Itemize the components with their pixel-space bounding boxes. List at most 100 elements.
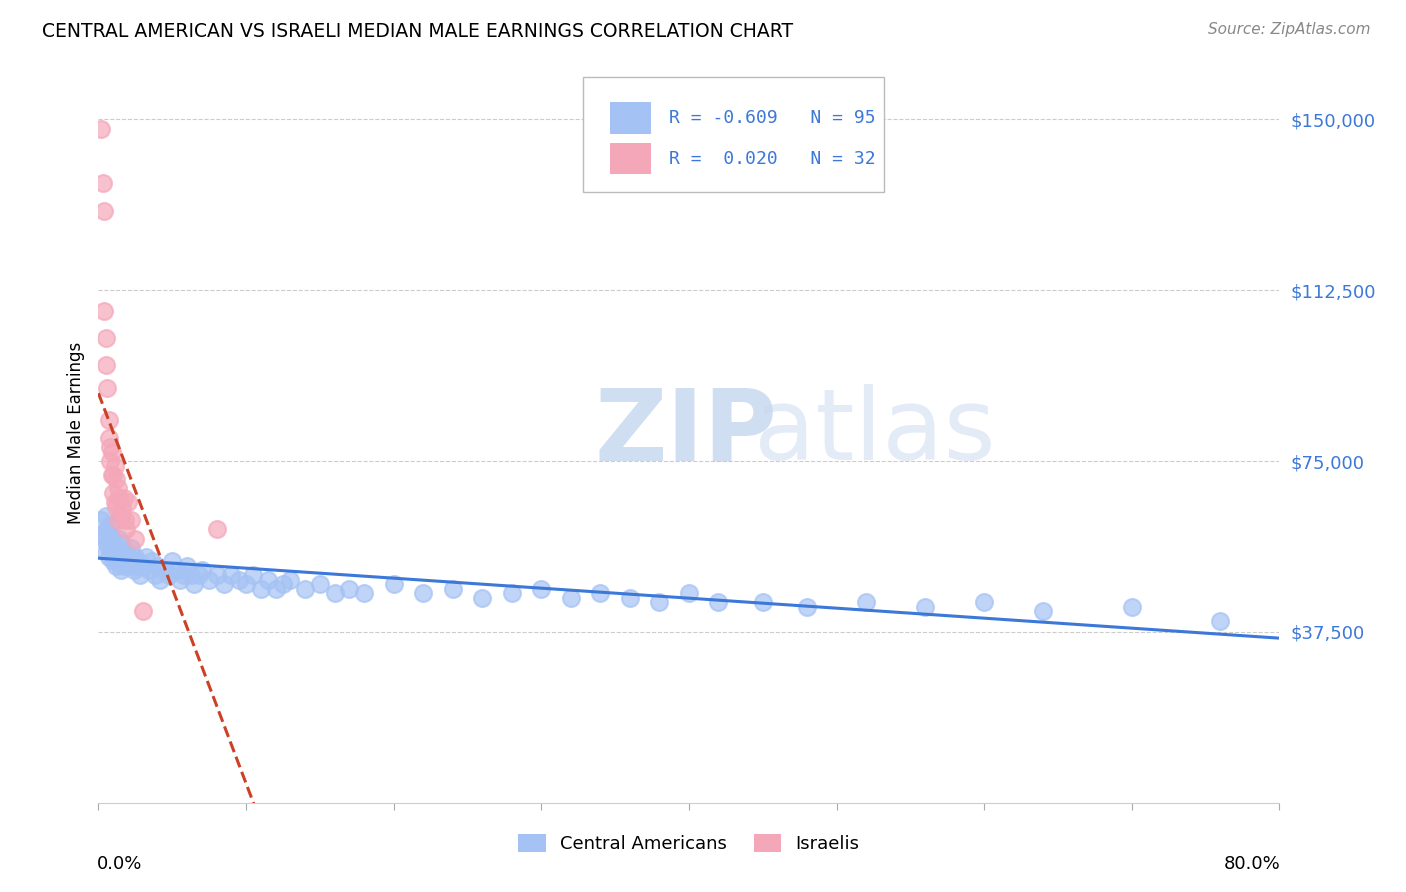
Point <box>108 549 131 564</box>
Point <box>90 513 112 527</box>
Point <box>100 467 122 482</box>
Point <box>97 413 120 427</box>
Point <box>1209 614 1232 628</box>
Point <box>560 591 582 605</box>
FancyBboxPatch shape <box>610 143 651 174</box>
Point <box>124 532 146 546</box>
Point <box>104 495 127 509</box>
Point <box>107 482 129 496</box>
Point <box>294 582 316 596</box>
Point <box>1121 599 1143 614</box>
Point <box>93 303 115 318</box>
Point <box>98 536 121 550</box>
Point <box>96 536 118 550</box>
Point <box>589 586 612 600</box>
Point <box>107 513 129 527</box>
Point <box>132 604 155 618</box>
Point <box>105 500 128 514</box>
Point <box>96 523 118 537</box>
Point <box>221 568 243 582</box>
Point <box>412 586 434 600</box>
Point <box>93 532 115 546</box>
Point <box>111 549 134 564</box>
Point <box>198 573 221 587</box>
Point <box>104 549 127 564</box>
Point <box>94 508 117 523</box>
Point <box>146 558 169 573</box>
Point <box>855 595 877 609</box>
Text: atlas: atlas <box>754 384 995 481</box>
Point <box>501 586 523 600</box>
Point <box>157 568 180 582</box>
Point <box>619 591 641 605</box>
Point <box>91 176 114 190</box>
Text: ZIP: ZIP <box>595 384 778 481</box>
Point <box>103 554 125 568</box>
Point <box>187 568 209 582</box>
Point <box>108 491 131 505</box>
Point <box>98 517 121 532</box>
Point <box>191 564 214 578</box>
Point <box>153 564 176 578</box>
Point <box>280 573 302 587</box>
Point <box>108 532 131 546</box>
Point <box>112 491 135 505</box>
Point <box>228 573 250 587</box>
Point <box>205 523 228 537</box>
Point <box>112 558 135 573</box>
Point <box>323 586 346 600</box>
Point <box>100 545 122 559</box>
Point <box>115 545 138 559</box>
Point <box>100 532 122 546</box>
Point <box>90 121 112 136</box>
Point <box>110 564 132 578</box>
Point <box>441 582 464 596</box>
Point <box>103 467 125 482</box>
Text: 80.0%: 80.0% <box>1223 855 1281 872</box>
Point <box>115 523 138 537</box>
Point <box>104 536 127 550</box>
Point <box>143 568 166 582</box>
Point <box>107 554 129 568</box>
Point <box>111 500 134 514</box>
Text: R =  0.020   N = 32: R = 0.020 N = 32 <box>669 150 876 168</box>
Point <box>752 595 775 609</box>
Point <box>114 554 136 568</box>
Point <box>166 564 188 578</box>
Point <box>141 554 163 568</box>
Point <box>103 486 125 500</box>
Legend: Central Americans, Israelis: Central Americans, Israelis <box>512 827 866 861</box>
Point <box>97 527 120 541</box>
Point <box>914 599 936 614</box>
Point <box>105 472 128 486</box>
Point <box>212 577 235 591</box>
Point <box>471 591 494 605</box>
Point <box>339 582 361 596</box>
Point <box>96 381 118 395</box>
Point <box>100 445 122 459</box>
Point <box>135 549 157 564</box>
Point <box>149 573 172 587</box>
Point <box>98 441 121 455</box>
Point <box>973 595 995 609</box>
Point <box>132 558 155 573</box>
Point <box>250 582 273 596</box>
Point <box>110 508 132 523</box>
Point <box>235 577 257 591</box>
Point <box>648 595 671 609</box>
Point <box>264 582 287 596</box>
Point <box>796 599 818 614</box>
Point <box>176 558 198 573</box>
Point <box>173 568 195 582</box>
Point <box>707 595 730 609</box>
Point <box>205 568 228 582</box>
Point <box>105 545 128 559</box>
Point <box>138 564 160 578</box>
Text: 0.0%: 0.0% <box>97 855 142 872</box>
Point <box>97 549 120 564</box>
Point <box>242 568 264 582</box>
Point <box>117 549 139 564</box>
Point <box>125 558 148 573</box>
Point <box>530 582 553 596</box>
Point <box>104 458 127 473</box>
